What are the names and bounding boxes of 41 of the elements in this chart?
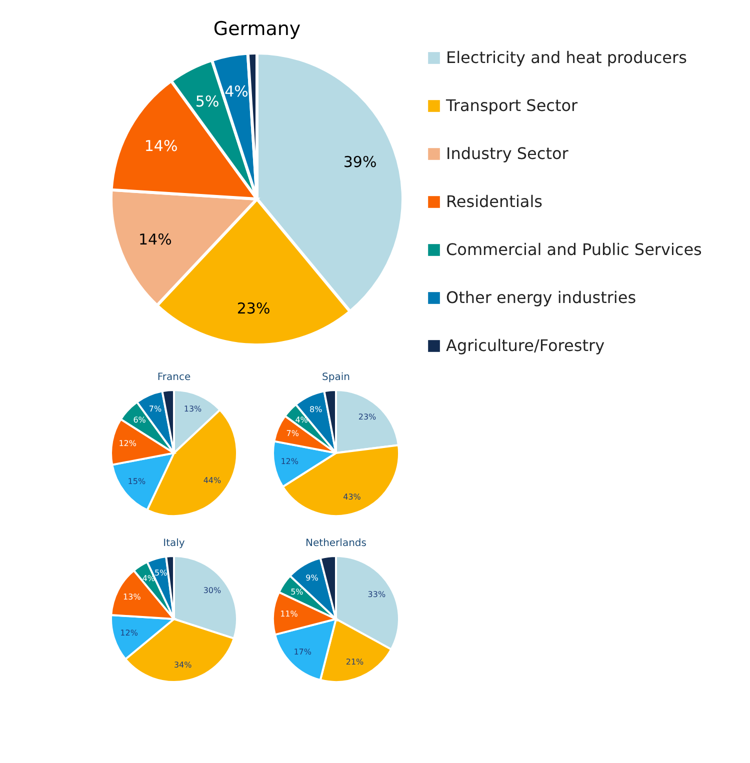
- data-label: 7%: [286, 429, 300, 438]
- chart-title: Spain: [322, 372, 350, 383]
- data-label: 30%: [203, 586, 222, 596]
- data-label: 5%: [290, 587, 304, 596]
- legend-label: Residentials: [446, 192, 542, 211]
- data-label: 23%: [236, 299, 270, 318]
- data-label: 13%: [123, 592, 142, 602]
- legend-label: Transport Sector: [445, 96, 578, 115]
- chart-title: France: [157, 372, 191, 383]
- data-label: 39%: [343, 152, 377, 171]
- data-label: 23%: [358, 412, 377, 422]
- data-label: 17%: [294, 647, 312, 656]
- data-label: 11%: [280, 610, 298, 619]
- chart-title: Netherlands: [306, 538, 366, 549]
- legend-label: Other energy industries: [446, 288, 636, 307]
- chart-title: Italy: [163, 538, 185, 549]
- data-label: 5%: [195, 92, 220, 110]
- legend-label: Electricity and heat producers: [446, 48, 687, 67]
- data-label: 14%: [138, 230, 172, 248]
- data-label: 12%: [280, 456, 299, 466]
- data-label: 43%: [343, 492, 362, 502]
- data-label: 4%: [224, 82, 248, 100]
- data-label: 34%: [174, 660, 192, 670]
- data-label: 7%: [148, 404, 162, 414]
- data-label: 14%: [144, 137, 178, 156]
- data-label: 8%: [310, 405, 323, 414]
- data-label: 15%: [128, 476, 146, 486]
- legend-label: Commercial and Public Services: [446, 240, 702, 259]
- data-label: 12%: [118, 439, 137, 448]
- data-label: 6%: [133, 416, 146, 425]
- data-label: 21%: [346, 657, 364, 666]
- data-label: 4%: [295, 416, 308, 425]
- data-label: 12%: [120, 628, 138, 638]
- chart-title: Germany: [213, 18, 301, 40]
- data-label: 5%: [154, 568, 168, 578]
- legend-label: Industry Sector: [446, 144, 569, 163]
- legend-label: Agriculture/Forestry: [446, 336, 605, 355]
- data-label: 33%: [368, 590, 386, 599]
- data-label: 13%: [184, 404, 202, 414]
- data-label: 9%: [306, 573, 319, 582]
- data-label: 44%: [203, 476, 222, 485]
